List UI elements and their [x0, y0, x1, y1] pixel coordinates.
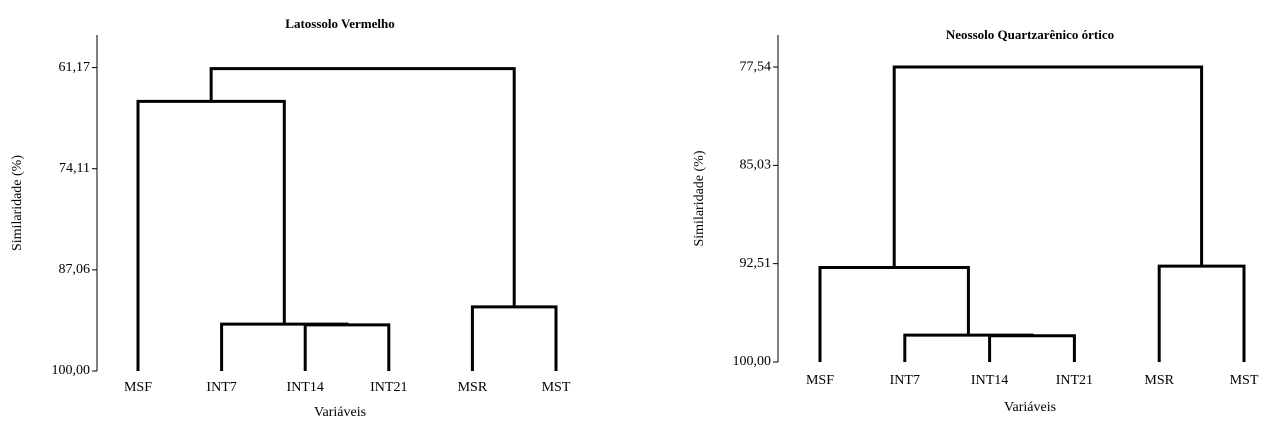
- chart-title: Neossolo Quartzarênico órtico: [946, 27, 1114, 42]
- chart-title: Latossolo Vermelho: [285, 16, 394, 31]
- leaf-label: MSR: [458, 380, 488, 395]
- y-tick-label: 87,06: [59, 262, 91, 277]
- leaf-label: INT21: [1056, 373, 1093, 388]
- y-tick-label: 77,54: [740, 59, 772, 74]
- cluster-link: [1157, 264, 1246, 362]
- x-axis-label: Variáveis: [314, 405, 366, 420]
- cluster-link: [303, 323, 391, 371]
- cluster-link: [136, 99, 286, 371]
- cluster-link: [470, 305, 558, 371]
- leaf-label: INT14: [971, 373, 1008, 388]
- y-tick-label: 100,00: [52, 363, 91, 378]
- y-axis-label: Similaridade (%): [692, 150, 707, 246]
- cluster-link: [220, 322, 349, 371]
- cluster-link: [903, 333, 1034, 362]
- y-tick-label: 85,03: [740, 158, 772, 173]
- cluster-link: [209, 67, 516, 307]
- y-tick-label: 100,00: [733, 354, 772, 369]
- leaf-label: INT21: [370, 380, 407, 395]
- cluster-link: [892, 65, 1204, 268]
- y-tick-label: 61,17: [59, 60, 91, 75]
- leaf-label: INT7: [206, 380, 236, 395]
- leaf-label: MSF: [806, 373, 834, 388]
- x-axis-label: Variáveis: [1004, 400, 1056, 415]
- leaf-label: INT7: [890, 373, 920, 388]
- y-tick-label: 92,51: [740, 256, 772, 271]
- leaf-label: MSR: [1144, 373, 1174, 388]
- leaf-label: MSF: [124, 380, 152, 395]
- leaf-label: MST: [1230, 373, 1259, 388]
- y-tick-label: 74,11: [59, 161, 90, 176]
- y-axis-label: Similaridade (%): [10, 155, 25, 251]
- cluster-link: [818, 265, 970, 362]
- leaf-label: INT14: [287, 380, 324, 395]
- cluster-link: [988, 334, 1076, 362]
- leaf-label: MST: [542, 380, 571, 395]
